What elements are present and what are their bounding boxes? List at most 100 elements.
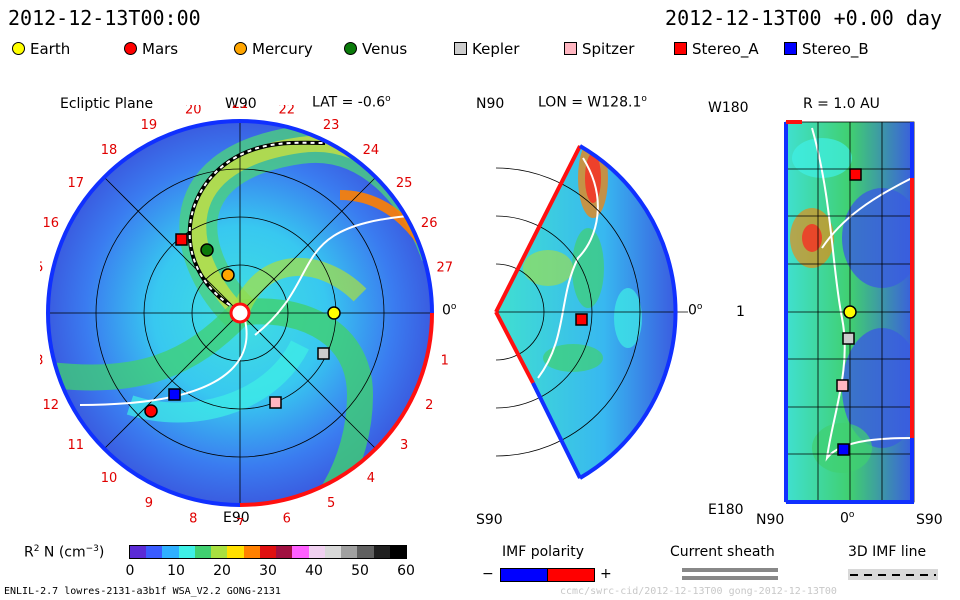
sector-number: 20 — [185, 105, 202, 117]
colorbar-segment — [276, 546, 293, 558]
radial-stereo-b-marker — [837, 443, 850, 456]
sector-numbers: 1234567891011121314151617181920212223242… — [40, 105, 453, 525]
colorbar-segment — [227, 546, 244, 558]
sun-icon — [229, 302, 251, 324]
stereo-b-marker — [168, 388, 181, 401]
sector-number: 9 — [145, 496, 153, 511]
colorbar-tick-label: 20 — [213, 563, 231, 579]
meridional-right-label: 0o — [688, 302, 703, 319]
imf-minus: − — [482, 566, 494, 582]
colorbar-segment — [357, 546, 374, 558]
sector-number: 7 — [236, 517, 244, 525]
earth-marker — [327, 306, 341, 320]
sector-number: 15 — [40, 260, 44, 275]
colorbar-tick-label: 50 — [351, 563, 369, 579]
sector-number: 16 — [43, 216, 60, 231]
colorbar-segment — [211, 546, 228, 558]
colorbar-tick-label: 0 — [125, 563, 135, 579]
lon-label: LON = W128.1o — [538, 94, 647, 111]
sector-number: 2 — [425, 398, 433, 413]
radial-r-label: R = 1.0 AU — [803, 96, 880, 112]
sector-number: 19 — [141, 118, 158, 133]
sector-number: 8 — [189, 512, 197, 525]
imf-line-title: 3D IMF line — [848, 544, 927, 560]
sector-number: 6 — [283, 512, 291, 525]
sector-number: 12 — [43, 398, 60, 413]
radial-stereo-a-marker — [849, 168, 862, 181]
colorbar-segment — [292, 546, 309, 558]
stereo-a-marker-icon — [674, 42, 687, 55]
colorbar-label: R2 N (cm−3) — [24, 544, 105, 561]
colorbar-tick-label: 40 — [305, 563, 323, 579]
sector-number: 11 — [68, 438, 85, 453]
colorbar-segment — [146, 546, 163, 558]
legend-earth: Earth — [12, 40, 70, 58]
venus-marker-icon — [344, 42, 357, 55]
sector-number: 23 — [323, 118, 340, 133]
legend-stereo-b: Stereo_B — [784, 40, 869, 58]
colorbar-segment — [259, 546, 277, 558]
imf-line-sample — [848, 569, 938, 580]
meridional-plot — [494, 144, 688, 480]
spitzer-marker — [269, 396, 282, 409]
colorbar-segment — [308, 546, 325, 558]
left-timestamp: 2012-12-13T00:00 — [8, 6, 201, 30]
colorbar-segment — [341, 546, 358, 558]
sector-number: 5 — [327, 496, 335, 511]
legend-stereo-a: Stereo_A — [674, 40, 759, 58]
legend-venus: Venus — [344, 40, 407, 58]
current-sheath-line-2 — [682, 576, 778, 580]
meridional-top-label: N90 — [476, 96, 505, 112]
radial-earth-marker — [843, 305, 857, 319]
colorbar-segment — [324, 546, 342, 558]
imf-positive-swatch — [547, 568, 595, 582]
radial-bottom-mid: 0o — [840, 510, 855, 527]
sector-number: 25 — [396, 176, 413, 191]
sector-number: 26 — [421, 216, 438, 231]
colorbar-segment — [243, 546, 260, 558]
mercury-marker-icon — [234, 42, 247, 55]
stereo-b-marker-icon — [784, 42, 797, 55]
colorbar-tick-label: 10 — [167, 563, 185, 579]
kepler-marker — [317, 347, 330, 360]
legend-kepler: Kepler — [454, 40, 519, 58]
ecliptic-top-label: W90 — [225, 96, 257, 112]
sector-number: 22 — [278, 105, 295, 117]
colorbar-segment — [162, 546, 179, 558]
meridional-bottom-label: S90 — [476, 512, 503, 528]
colorbar-segment — [389, 546, 406, 558]
legend: Earth Mars Mercury Venus Kepler Spitzer … — [12, 40, 952, 60]
radial-kepler-marker — [842, 332, 855, 345]
radial-mid-left-label: 1 — [736, 304, 745, 320]
sector-number: 1 — [441, 354, 449, 369]
sector-number: 10 — [101, 471, 118, 486]
sector-number: 27 — [436, 260, 453, 275]
sector-number: 21 — [232, 105, 249, 112]
sector-number: 4 — [367, 471, 375, 486]
footer-left: ENLIL-2.7 lowres-2131-a3b1f WSA_V2.2 GON… — [4, 586, 281, 597]
imf-polarity-title: IMF polarity — [502, 544, 585, 560]
radial-bottom-left-label: E180 — [708, 502, 744, 518]
mercury-marker — [221, 268, 235, 282]
sector-number: 17 — [68, 176, 85, 191]
legend-mars: Mars — [124, 40, 178, 58]
mars-marker-icon — [124, 42, 137, 55]
colorbar-segment — [130, 546, 147, 558]
meridional-stereo-a-marker — [575, 313, 588, 326]
venus-marker — [200, 243, 214, 257]
kepler-marker-icon — [454, 42, 467, 55]
imf-negative-swatch — [500, 568, 548, 582]
ecliptic-plot: 1234567891011121314151617181920212223242… — [40, 105, 453, 525]
colorbar-segment — [178, 546, 195, 558]
colorbar — [129, 545, 407, 559]
ecliptic-bottom-label: E90 — [223, 510, 250, 526]
colorbar-segment — [194, 546, 212, 558]
current-sheath-title: Current sheath — [670, 544, 775, 560]
footer-right: ccmc/swrc-cid/2012-12-13T00 gong-2012-12… — [560, 586, 837, 597]
sector-number: 18 — [101, 143, 118, 158]
ecliptic-right-label: 0o — [442, 302, 457, 319]
legend-mercury: Mercury — [234, 40, 313, 58]
ecliptic-title: Ecliptic Plane — [60, 96, 154, 112]
earth-marker-icon — [12, 42, 25, 55]
radial-bottom-n: N90 — [756, 512, 785, 528]
